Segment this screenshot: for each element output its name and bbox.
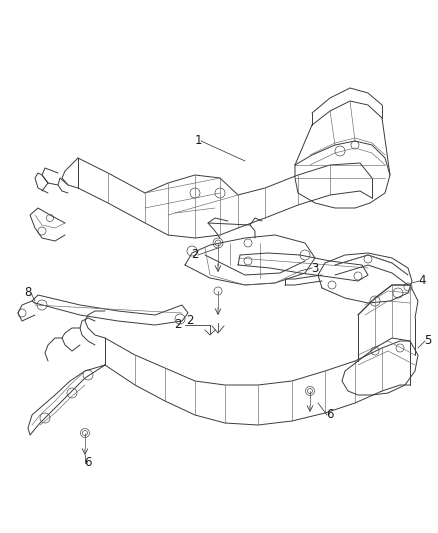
- Text: 1: 1: [194, 134, 202, 148]
- Text: 6: 6: [84, 456, 92, 470]
- Text: 8: 8: [25, 287, 32, 300]
- Text: 5: 5: [424, 335, 432, 348]
- Text: 3: 3: [311, 262, 319, 274]
- Text: 2: 2: [186, 314, 194, 327]
- Text: 4: 4: [418, 274, 426, 287]
- Text: 2: 2: [174, 319, 182, 332]
- Text: 2: 2: [191, 248, 199, 262]
- Text: 6: 6: [326, 408, 334, 422]
